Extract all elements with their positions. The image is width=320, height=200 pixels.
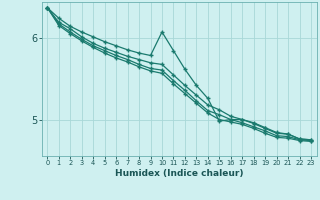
X-axis label: Humidex (Indice chaleur): Humidex (Indice chaleur) xyxy=(115,169,244,178)
